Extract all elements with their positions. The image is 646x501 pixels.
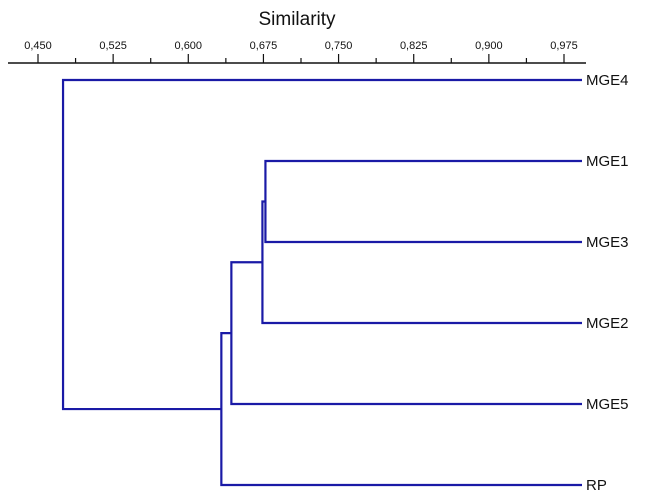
branch-n4 bbox=[220, 332, 582, 487]
leaf-label-rp: RP bbox=[586, 477, 607, 494]
branch-n5 bbox=[61, 78, 582, 411]
branch-n1 bbox=[264, 159, 582, 244]
leaf-label-mge5: MGE5 bbox=[586, 396, 629, 413]
x-axis-tick-label: 0,675 bbox=[250, 40, 278, 52]
x-axis-title: Similarity bbox=[258, 9, 336, 30]
leaf-label-mge1: MGE1 bbox=[586, 153, 629, 170]
x-axis-tick-label: 0,450 bbox=[24, 40, 52, 52]
leaf-label-mge2: MGE2 bbox=[586, 315, 629, 332]
x-axis-tick-label: 0,600 bbox=[175, 40, 203, 52]
leaf-labels: MGE4 MGE1 MGE3 MGE2 MGE5 RP bbox=[586, 72, 629, 494]
x-axis-tick-label: 0,750 bbox=[325, 40, 353, 52]
x-axis: 0,450 0,525 0,600 0,675 0,750 0,825 0,900 0,975 bbox=[8, 40, 586, 64]
branch-n3 bbox=[230, 261, 582, 406]
x-axis-tick-label: 0,975 bbox=[550, 40, 578, 52]
leaf-label-mge4: MGE4 bbox=[586, 72, 629, 89]
x-axis-tick-label: 0,825 bbox=[400, 40, 428, 52]
leaf-label-mge3: MGE3 bbox=[586, 234, 629, 251]
x-axis-tick-label: 0,525 bbox=[99, 40, 127, 52]
dendrogram-branches bbox=[61, 78, 582, 487]
branch-n2 bbox=[261, 200, 582, 325]
x-axis-tick-label: 0,900 bbox=[475, 40, 503, 52]
